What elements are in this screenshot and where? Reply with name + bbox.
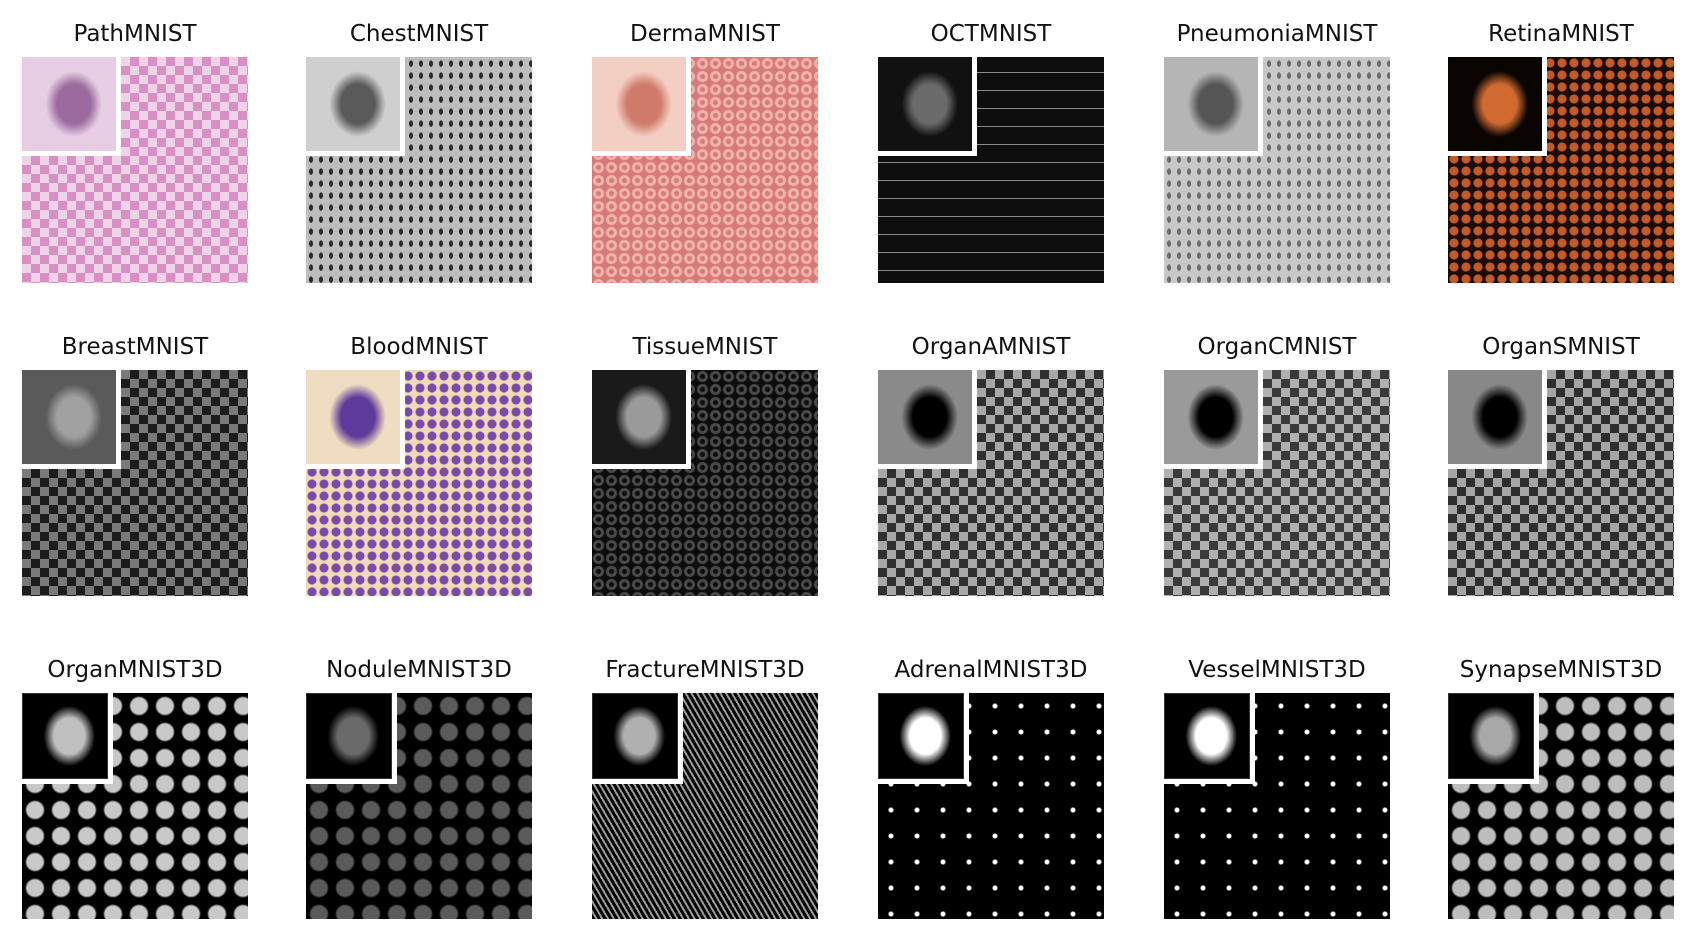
sample-montage (1164, 693, 1390, 919)
sample-montage (592, 370, 818, 596)
enlarged-sample (22, 370, 121, 469)
dataset-title: BloodMNIST (350, 334, 488, 360)
sample-montage (306, 370, 532, 596)
sample-montage (878, 693, 1104, 919)
sample-montage (22, 370, 248, 596)
enlarged-sample (592, 693, 683, 784)
dataset-title: OCTMNIST (930, 21, 1052, 47)
sample-montage (878, 57, 1104, 283)
dataset-title: BreastMNIST (61, 334, 209, 360)
sample-montage (1164, 370, 1390, 596)
dataset-title: AdrenalMNIST3D (894, 657, 1088, 683)
dataset-title: OrganCMNIST (1197, 334, 1357, 360)
sample-montage (1448, 693, 1674, 919)
dataset-title: SynapseMNIST3D (1459, 657, 1663, 683)
enlarged-sample (878, 370, 977, 469)
enlarged-sample (878, 57, 977, 156)
sample-montage (1448, 370, 1674, 596)
enlarged-sample (1164, 57, 1263, 156)
sample-montage (22, 57, 248, 283)
sample-montage (1164, 57, 1390, 283)
enlarged-sample (592, 57, 691, 156)
enlarged-sample (22, 57, 121, 156)
sample-montage (592, 57, 818, 283)
enlarged-sample (1164, 693, 1255, 784)
enlarged-sample (592, 370, 691, 469)
enlarged-sample (878, 693, 969, 784)
dataset-title: RetinaMNIST (1488, 21, 1634, 47)
dataset-title: OrganSMNIST (1482, 334, 1640, 360)
sample-montage (306, 693, 532, 919)
dataset-title: OrganMNIST3D (47, 657, 223, 683)
dataset-title: ChestMNIST (349, 21, 489, 47)
dataset-title: PneumoniaMNIST (1176, 21, 1378, 47)
dataset-title: TissueMNIST (632, 334, 778, 360)
sample-montage (306, 57, 532, 283)
dataset-title: DermaMNIST (630, 21, 780, 47)
enlarged-sample (1448, 693, 1539, 784)
sample-montage (1448, 57, 1674, 283)
sample-montage (592, 693, 818, 919)
enlarged-sample (1164, 370, 1263, 469)
dataset-title: VesselMNIST3D (1188, 657, 1366, 683)
enlarged-sample (1448, 370, 1547, 469)
dataset-title: PathMNIST (73, 21, 197, 47)
dataset-title: NoduleMNIST3D (326, 657, 512, 683)
enlarged-sample (1448, 57, 1547, 156)
dataset-title: FractureMNIST3D (605, 657, 805, 683)
sample-montage (878, 370, 1104, 596)
enlarged-sample (306, 370, 405, 469)
dataset-title: OrganAMNIST (911, 334, 1071, 360)
enlarged-sample (306, 693, 397, 784)
sample-montage (22, 693, 248, 919)
enlarged-sample (22, 693, 113, 784)
enlarged-sample (306, 57, 405, 156)
